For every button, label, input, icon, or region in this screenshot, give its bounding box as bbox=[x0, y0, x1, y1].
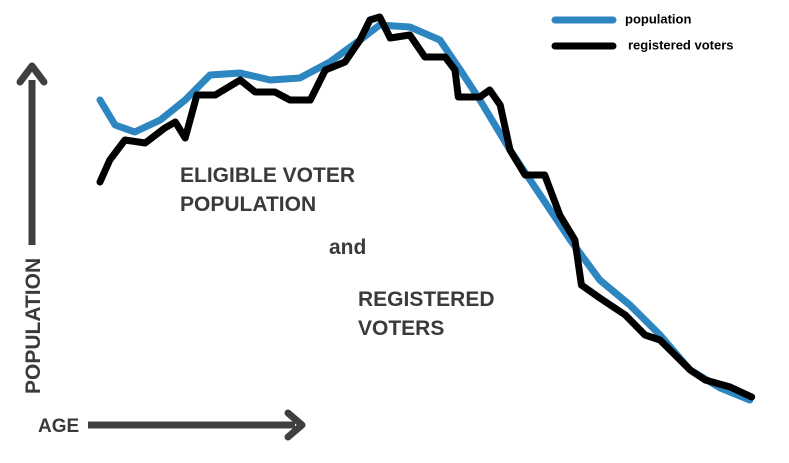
legend-label: registered voters bbox=[628, 37, 734, 52]
annotation: VOTERS bbox=[358, 317, 444, 340]
x-arrow bbox=[88, 409, 306, 441]
y-axis-label: POPULATION bbox=[22, 258, 45, 394]
annotation: REGISTERED bbox=[358, 288, 495, 311]
legend-label: population bbox=[625, 11, 691, 26]
annotation: ELIGIBLE VOTER bbox=[180, 164, 355, 187]
y-arrow bbox=[16, 62, 48, 245]
x-axis-label: AGE bbox=[38, 416, 79, 437]
annotation: and bbox=[329, 236, 366, 259]
series-line bbox=[96, 21, 754, 404]
series-line bbox=[96, 13, 756, 401]
annotation: POPULATION bbox=[180, 193, 316, 216]
